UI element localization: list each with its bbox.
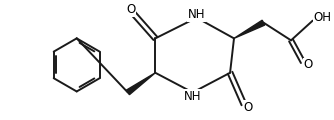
Text: NH: NH <box>188 8 205 21</box>
Text: O: O <box>243 101 253 114</box>
Text: O: O <box>303 58 312 71</box>
Text: NH: NH <box>184 90 201 103</box>
Polygon shape <box>126 73 155 95</box>
Text: OH: OH <box>314 11 332 24</box>
Polygon shape <box>234 20 265 38</box>
Text: O: O <box>126 3 135 16</box>
